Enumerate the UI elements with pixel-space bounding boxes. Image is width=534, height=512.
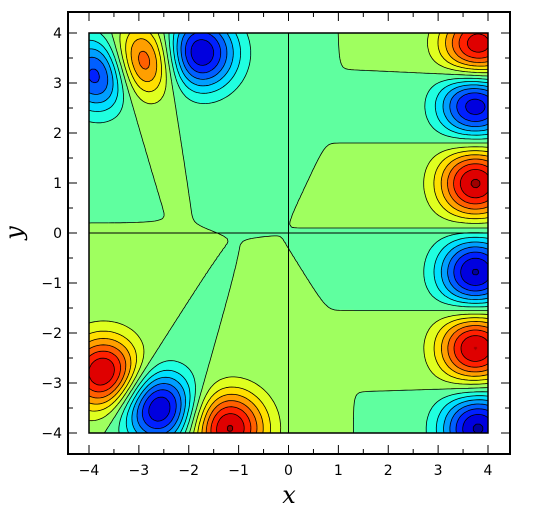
- x-tick-labels: −4 −3 −2 −1 0 1 2 3 4: [79, 463, 493, 479]
- x-tick-label: 4: [484, 463, 493, 479]
- y-tick-label: 3: [53, 76, 62, 92]
- contour-lines: [89, 33, 488, 433]
- ticks: [68, 12, 510, 454]
- x-tick-label: −1: [228, 463, 249, 479]
- x-tick-label: −4: [79, 463, 100, 479]
- x-tick-label: −3: [129, 463, 150, 479]
- y-tick-label: 1: [53, 176, 62, 192]
- plot-frame: [88, 32, 489, 434]
- y-tick-label: 0: [53, 226, 62, 242]
- y-tick-label: −4: [41, 426, 62, 442]
- contour-line: [89, 33, 488, 433]
- y-tick-label: −1: [41, 276, 62, 292]
- x-tick-label: −2: [178, 463, 199, 479]
- x-tick-label: 1: [334, 463, 343, 479]
- y-tick-label: 4: [53, 26, 62, 42]
- plot-area: [89, 33, 488, 433]
- y-tick-labels: 4 3 2 1 0 −1 −2 −3 −4: [41, 26, 62, 442]
- y-tick-label: 2: [53, 126, 62, 142]
- x-tick-label: 3: [434, 463, 443, 479]
- y-axis-label: y: [0, 226, 28, 241]
- x-axis-label: x: [282, 481, 296, 509]
- x-tick-label: 2: [384, 463, 393, 479]
- y-tick-label: −2: [41, 326, 62, 342]
- y-tick-label: −3: [41, 376, 62, 392]
- x-tick-label: 0: [284, 463, 293, 479]
